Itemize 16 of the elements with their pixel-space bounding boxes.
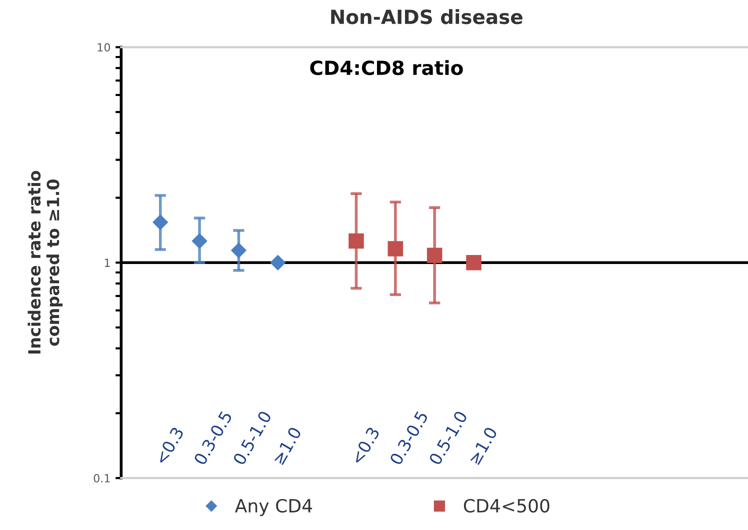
chart-title: Non-AIDS disease (331, 9, 522, 24)
point (192, 233, 208, 249)
y-axis-title: Incidence rate ratio compared to ≥1.0 (28, 170, 63, 354)
legend-label: Any CD4 (234, 498, 312, 516)
point (231, 242, 246, 258)
point (426, 248, 442, 264)
y-tick-label: 1 (104, 258, 110, 267)
legend-label: CD4<500 (464, 498, 550, 513)
text: CD4:CD8 ratio (310, 60, 463, 76)
y-tick-label: 0.1 (94, 474, 110, 482)
point (466, 254, 482, 270)
point (152, 214, 168, 230)
y-tick-label: 10 (98, 43, 110, 52)
point (270, 255, 286, 270)
point (348, 233, 364, 249)
point (388, 241, 404, 256)
